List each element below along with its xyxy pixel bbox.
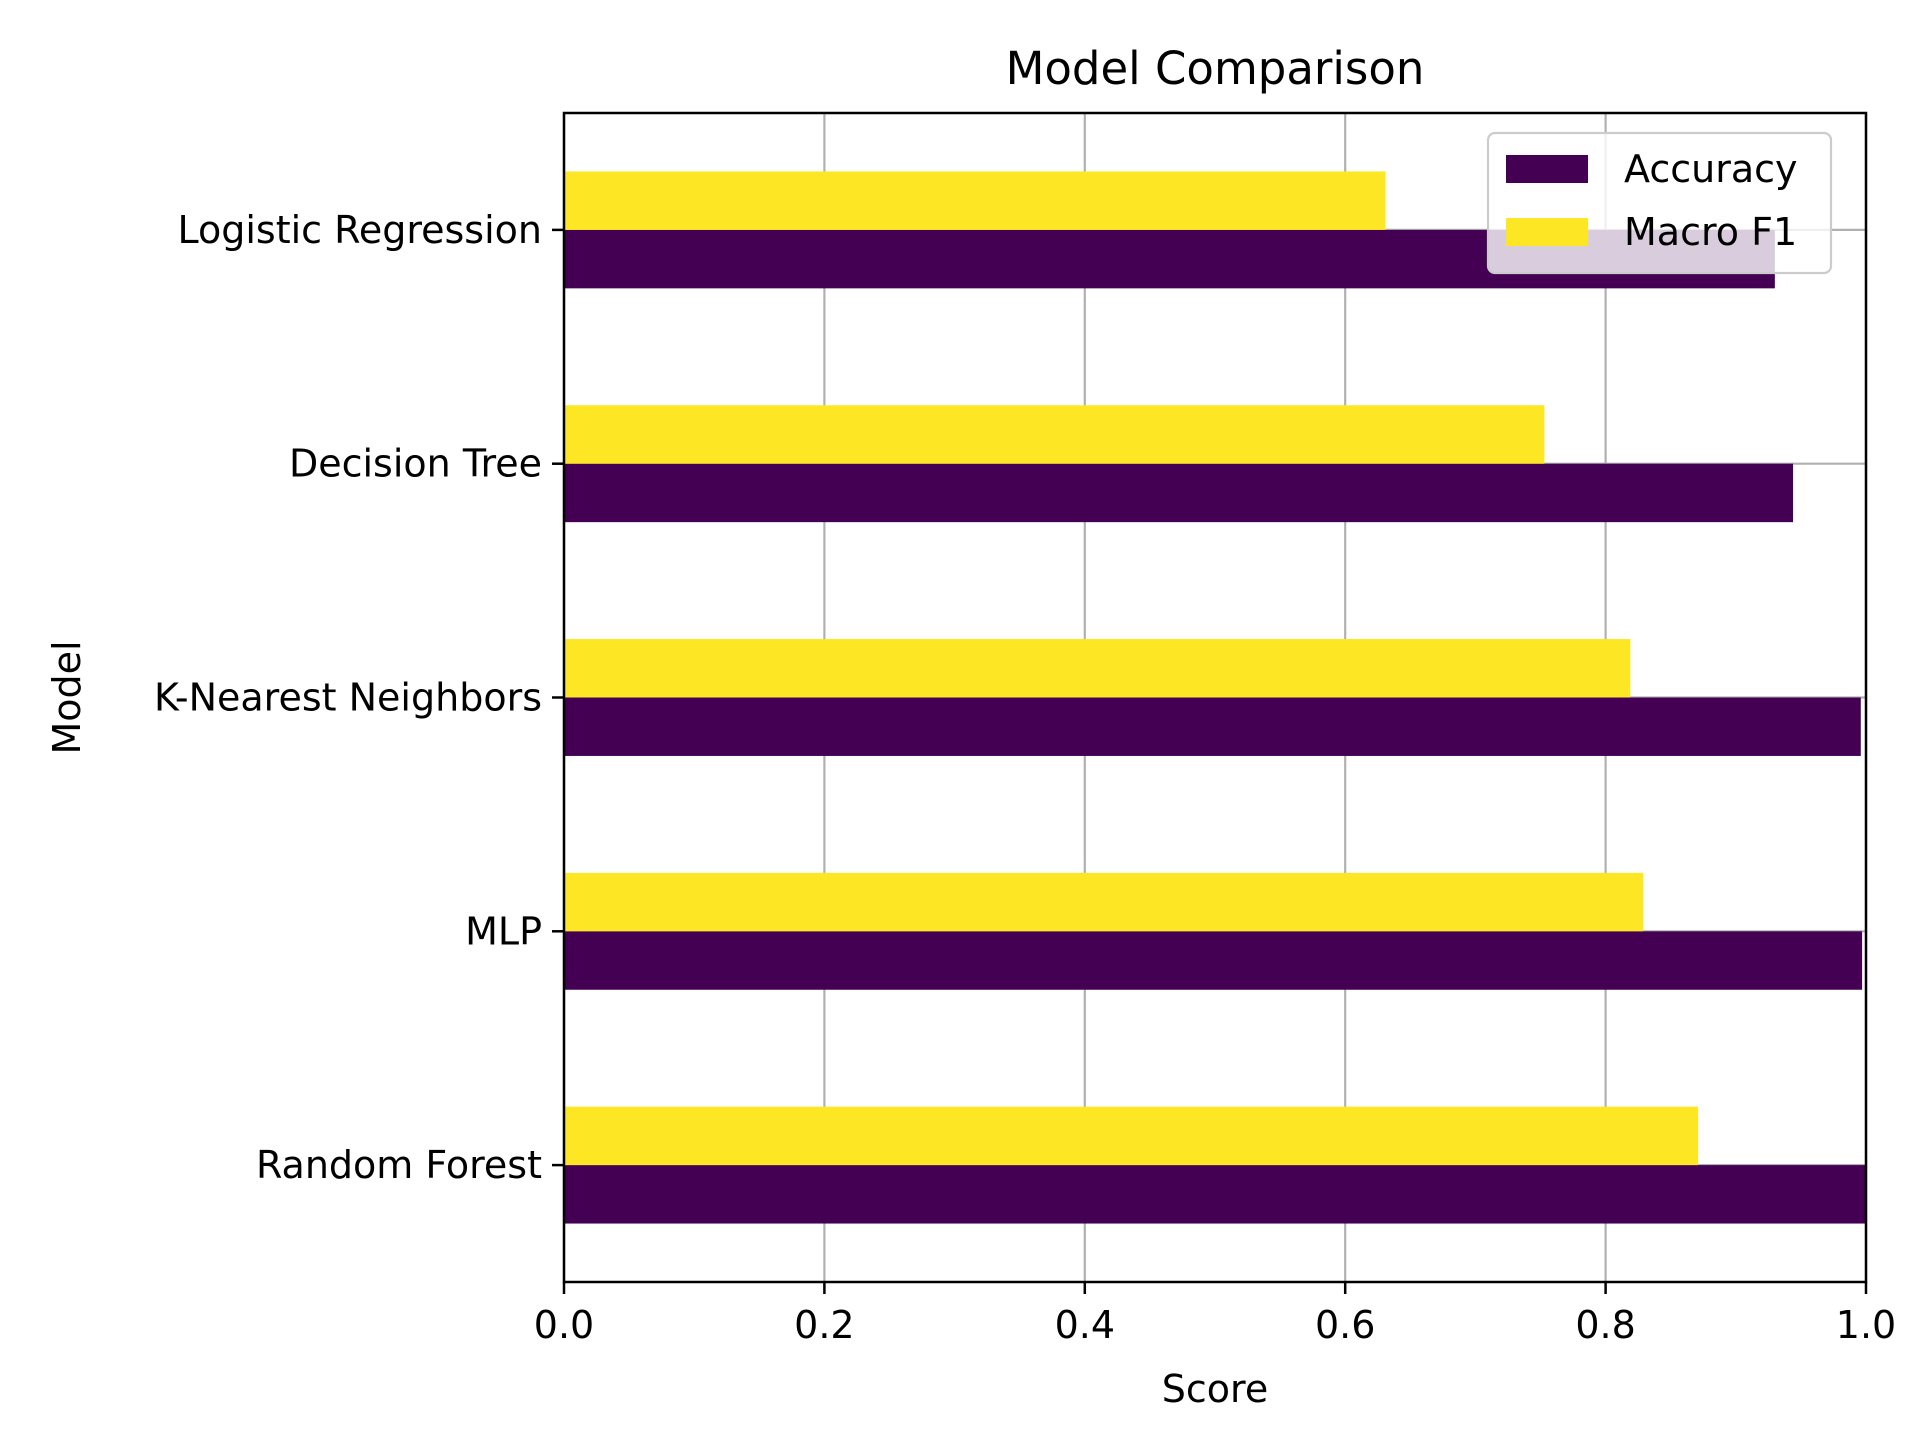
x-tick-label: 0.4 [1055, 1303, 1115, 1347]
bar-accuracy [564, 463, 1794, 523]
bars [564, 171, 1866, 1224]
bar-accuracy [564, 1165, 1866, 1224]
y-tick-label: Logistic Regression [177, 208, 542, 252]
y-tick-label: Random Forest [256, 1143, 542, 1187]
bar-macro-f1 [564, 1106, 1699, 1166]
bar-macro-f1 [564, 872, 1644, 932]
x-tick-label: 1.0 [1836, 1303, 1896, 1347]
axis-ticks: 0.0 0.2 0.4 0.6 0.8 1.0 Logistic Regression Dec… [154, 208, 1896, 1347]
y-tick-label: K-Nearest Neighbors [154, 676, 542, 720]
y-tick-label: Decision Tree [289, 442, 542, 486]
bar-accuracy [564, 931, 1863, 990]
bar-macro-f1 [564, 171, 1386, 230]
legend: Accuracy Macro F1 [1486, 131, 1833, 275]
x-tick-label: 0.8 [1575, 1303, 1635, 1347]
legend-label: Macro F1 [1624, 210, 1797, 254]
legend-swatch [1506, 218, 1588, 246]
x-axis-label: Score [1162, 1367, 1268, 1411]
legend-label: Accuracy [1624, 147, 1798, 191]
x-tick-label: 0.6 [1315, 1303, 1375, 1347]
chart-title: Model Comparison [1006, 42, 1425, 95]
y-axis-label: Model [45, 640, 89, 754]
legend-swatch [1506, 155, 1588, 183]
bar-macro-f1 [564, 405, 1545, 464]
bar-macro-f1 [564, 639, 1631, 698]
x-tick-label: 0.2 [794, 1303, 854, 1347]
bar-accuracy [564, 697, 1861, 756]
y-tick-label: MLP [465, 909, 542, 953]
x-tick-label: 0.0 [534, 1303, 594, 1347]
